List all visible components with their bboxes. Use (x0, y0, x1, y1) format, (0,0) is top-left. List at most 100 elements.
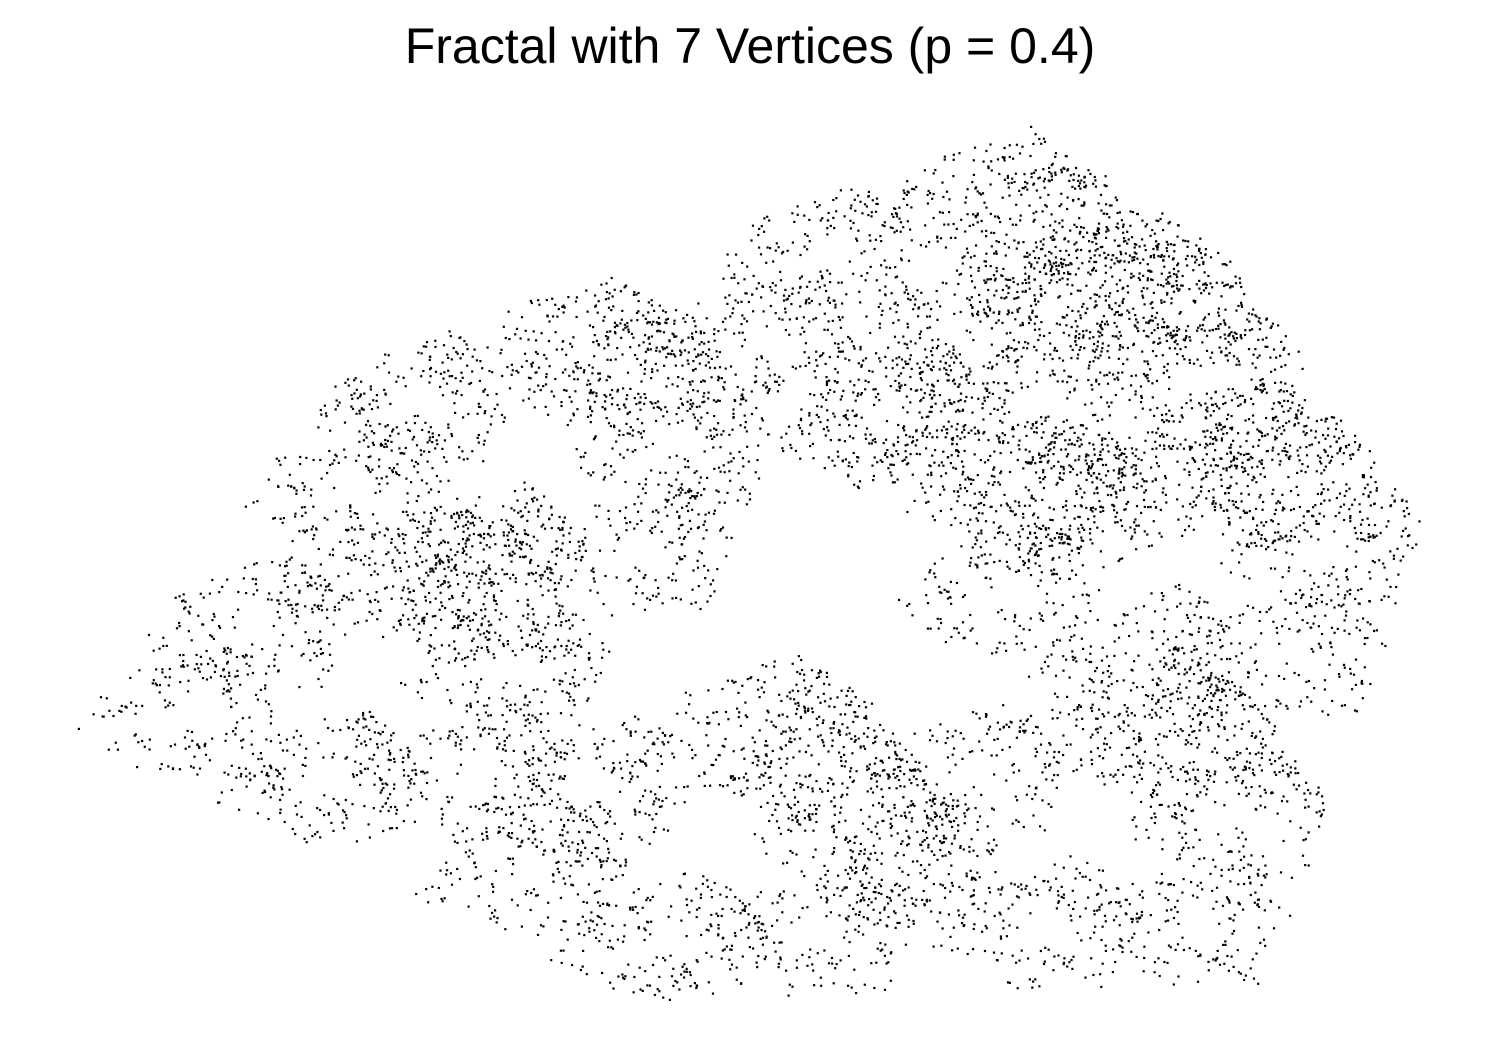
data-point (1096, 459, 1099, 462)
data-point (625, 522, 628, 525)
data-point (508, 338, 511, 341)
data-point (970, 838, 973, 841)
data-point (1033, 328, 1037, 331)
data-point (592, 341, 595, 344)
data-point (931, 819, 934, 822)
data-point (520, 316, 524, 319)
data-point (1043, 358, 1046, 361)
data-point (808, 804, 811, 807)
data-point (1107, 711, 1110, 714)
data-point (1198, 249, 1201, 252)
data-point (1283, 507, 1286, 510)
data-point (1172, 420, 1175, 423)
data-point (554, 595, 557, 598)
data-point (530, 365, 533, 368)
data-point (343, 827, 346, 830)
data-point (977, 310, 980, 313)
data-point (1110, 401, 1113, 404)
data-point (167, 684, 170, 687)
data-point (894, 776, 897, 779)
data-point (526, 704, 529, 707)
data-point (1135, 825, 1138, 828)
data-point (1183, 339, 1187, 342)
data-point (1194, 441, 1197, 444)
data-point (500, 589, 503, 592)
data-point (763, 762, 766, 765)
data-point (549, 567, 552, 570)
data-point (595, 890, 598, 893)
data-point (1087, 367, 1090, 370)
data-point (823, 467, 826, 470)
data-point (691, 748, 694, 751)
data-point (977, 431, 980, 434)
data-point (410, 599, 413, 602)
data-point (487, 620, 490, 623)
data-point (1259, 322, 1262, 325)
data-point (650, 304, 653, 307)
data-point (841, 723, 844, 726)
data-point (1031, 543, 1034, 546)
data-point (1262, 500, 1265, 504)
data-point (639, 396, 642, 399)
data-point (1220, 295, 1223, 298)
data-point (769, 286, 772, 289)
data-point (1269, 567, 1273, 570)
data-point (395, 380, 398, 383)
data-point (1214, 436, 1217, 439)
data-point (1238, 277, 1241, 280)
data-point (898, 757, 901, 760)
data-point (750, 390, 753, 393)
data-point (1226, 657, 1229, 661)
data-point (318, 640, 321, 643)
data-point (1210, 641, 1213, 644)
data-point (440, 560, 443, 563)
data-point (453, 512, 456, 516)
data-point (1123, 452, 1126, 455)
data-point (476, 412, 479, 415)
data-point (565, 644, 568, 648)
data-point (928, 739, 932, 742)
data-point (736, 707, 739, 710)
data-point (835, 210, 838, 213)
data-point (806, 964, 809, 967)
data-point (681, 523, 684, 526)
data-point (116, 748, 119, 751)
data-point (540, 332, 543, 335)
data-point (1303, 399, 1306, 402)
data-point (1116, 376, 1119, 379)
data-point (1076, 708, 1079, 711)
data-point (847, 464, 850, 468)
data-point (1158, 733, 1161, 736)
data-point (565, 353, 568, 356)
data-point (818, 804, 821, 807)
data-point (743, 426, 747, 429)
data-point (1185, 402, 1188, 405)
data-point (1260, 769, 1263, 772)
data-point (1058, 556, 1061, 559)
data-point (1251, 457, 1254, 460)
data-point (1119, 344, 1122, 347)
data-point (336, 802, 339, 805)
data-point (796, 708, 799, 711)
data-point (460, 739, 463, 742)
data-point (423, 772, 426, 775)
data-point (810, 685, 813, 688)
data-point (759, 805, 763, 808)
data-point (514, 333, 517, 336)
data-point (1246, 604, 1249, 607)
data-point (596, 746, 599, 749)
data-point (1175, 326, 1178, 329)
data-point (1030, 125, 1033, 128)
data-point (657, 511, 660, 514)
data-point (404, 683, 407, 686)
data-point (619, 290, 622, 293)
data-point (680, 483, 683, 486)
data-point (689, 497, 692, 500)
data-point (987, 842, 990, 845)
data-point (453, 659, 457, 662)
data-point (547, 622, 550, 625)
data-point (1243, 978, 1246, 982)
data-point (1049, 236, 1052, 239)
data-point (633, 503, 636, 506)
data-point (935, 300, 939, 303)
